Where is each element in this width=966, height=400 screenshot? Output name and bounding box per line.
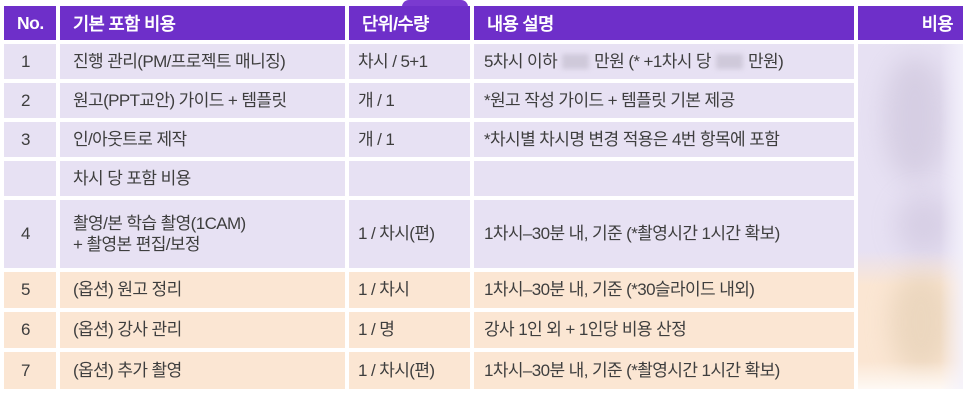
cropped-annotation-arc [402, 0, 468, 7]
row-7-desc: 1차시–30분 내, 기준 (*촬영시간 1시간 확보) [474, 352, 854, 389]
redacted-cost-area [858, 44, 963, 389]
row-5-unit: 1 / 차시 [349, 272, 470, 308]
row-7-unit: 1 / 차시(편) [349, 352, 470, 389]
row-1-desc-part: 만원 (* +1차시 당 [594, 51, 711, 71]
row-6-desc: 강사 1인 외 + 1인당 비용 산정 [474, 312, 854, 348]
row-4-item-line2: + 촬영본 편집/보정 [73, 235, 201, 254]
row-1-desc-part: 만원) [747, 51, 784, 71]
row-1-item: 진행 관리(PM/프로젝트 매니징) [60, 44, 345, 79]
header-cell-desc: 내용 설명 [474, 6, 854, 40]
group-row-label: 차시 당 포함 비용 [60, 161, 345, 196]
row-2-no: 2 [4, 83, 56, 118]
row-3-desc: *차시별 차시명 변경 적용은 4번 항목에 포함 [474, 122, 854, 157]
group-row-no [4, 161, 56, 196]
blur-smudge [890, 272, 952, 372]
row-3-no: 3 [4, 122, 56, 157]
row-5-item: (옵션) 원고 정리 [60, 272, 345, 308]
cost-column: 비용 [858, 6, 963, 389]
row-3-unit: 개 / 1 [349, 122, 470, 157]
row-1-unit: 차시 / 5+1 [349, 44, 470, 79]
blur-smudge [896, 194, 952, 256]
row-2-item: 원고(PPT교안) 가이드 + 템플릿 [60, 83, 345, 118]
row-1-desc-part: 5차시 이하 [484, 51, 558, 71]
header-cell-item: 기본 포함 비용 [60, 6, 345, 40]
row-7-item: (옵션) 추가 촬영 [60, 352, 345, 389]
row-4-unit: 1 / 차시(편) [349, 200, 470, 268]
row-2-unit: 개 / 1 [349, 83, 470, 118]
row-6-item: (옵션) 강사 관리 [60, 312, 345, 348]
row-2-desc: *원고 작성 가이드 + 템플릿 기본 제공 [474, 83, 854, 118]
header-cell-unit: 단위/수량 [349, 6, 470, 40]
row-4-item: 촬영/본 학습 촬영(1CAM) + 촬영본 편집/보정 [60, 200, 345, 268]
row-1-desc: 5차시 이하 만원 (* +1차시 당 만원) [474, 44, 854, 79]
row-7-no: 7 [4, 352, 56, 389]
row-4-desc: 1차시–30분 내, 기준 (*촬영시간 1시간 확보) [474, 200, 854, 268]
row-5-desc: 1차시–30분 내, 기준 (*30슬라이드 내외) [474, 272, 854, 308]
group-row-unit [349, 161, 470, 196]
redacted-price-icon [562, 54, 590, 69]
row-3-item: 인/아웃트로 제작 [60, 122, 345, 157]
row-5-no: 5 [4, 272, 56, 308]
row-6-no: 6 [4, 312, 56, 348]
row-1-no: 1 [4, 44, 56, 79]
blur-smudge [884, 56, 946, 181]
header-cell-no: No. [4, 6, 56, 40]
redacted-price-icon [715, 54, 743, 69]
row-4-no: 4 [4, 200, 56, 268]
group-row-desc [474, 161, 854, 196]
header-cell-cost: 비용 [858, 6, 963, 40]
row-6-unit: 1 / 명 [349, 312, 470, 348]
pricing-table: No. 기본 포함 비용 단위/수량 내용 설명 1 진행 관리(PM/프로젝트… [4, 6, 854, 389]
row-4-item-line1: 촬영/본 학습 촬영(1CAM) [73, 213, 246, 233]
